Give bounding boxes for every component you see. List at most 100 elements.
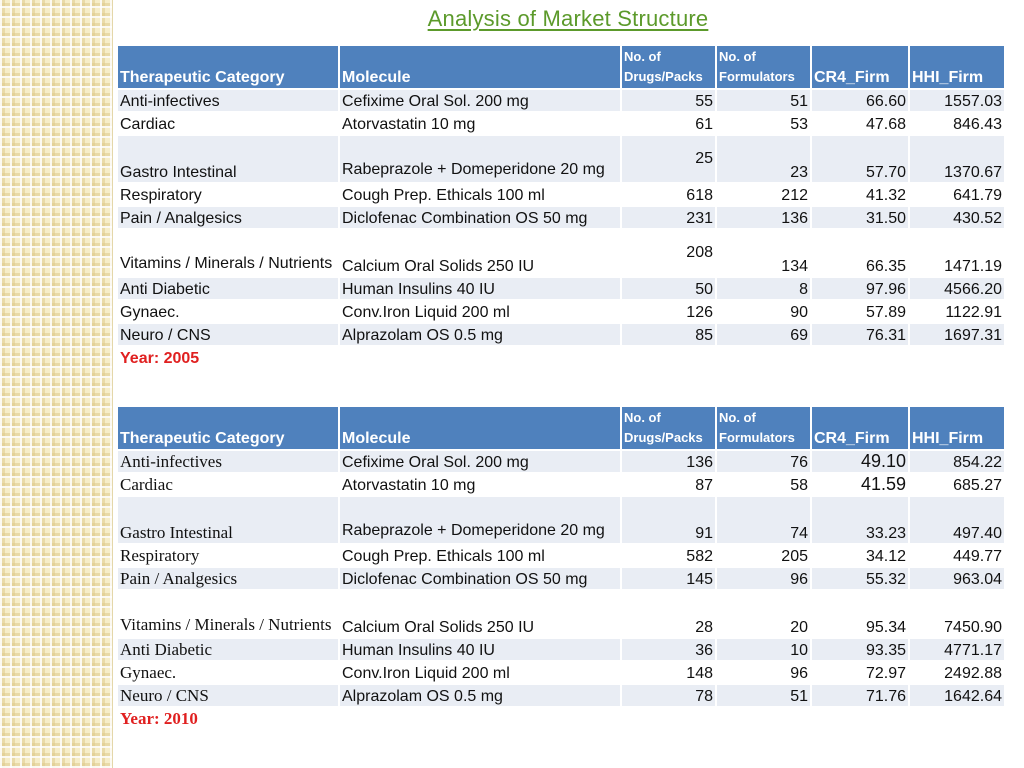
formulators-cell: 96 xyxy=(715,566,812,591)
drugs-cell: 28 xyxy=(620,589,717,639)
year-row: Year: 2010 xyxy=(116,706,1006,731)
category-cell: Pain / Analgesics xyxy=(116,566,340,591)
category-cell: Gastro Intestinal xyxy=(116,495,340,545)
hhi-cell: 1697.31 xyxy=(908,322,1006,347)
header-hhi-firm: HHI_Firm xyxy=(908,44,1006,90)
table-row: Gastro Intestinal Rabeprazole + Domeperi… xyxy=(116,134,1006,184)
category-cell: Neuro / CNS xyxy=(116,322,340,347)
hhi-cell: 4566.20 xyxy=(908,276,1006,301)
category-cell: Anti-infectives xyxy=(116,449,340,474)
year-label: Year: 2010 xyxy=(116,706,340,731)
drugs-cell: 136 xyxy=(620,449,717,474)
hhi-cell: 854.22 xyxy=(908,449,1006,474)
formulators-cell: 58 xyxy=(715,472,812,497)
page-title: Analysis of Market Structure xyxy=(427,6,709,31)
molecule-cell: Atorvastatin 10 mg xyxy=(338,472,622,497)
cr4-cell: 93.35 xyxy=(810,637,910,662)
decorative-side-pattern xyxy=(0,0,113,768)
header-formulators: No. of Formulators xyxy=(715,405,812,451)
formulators-cell: 134 xyxy=(715,228,812,278)
molecule-cell: Human Insulins 40 IU xyxy=(338,276,622,301)
formulators-cell: 76 xyxy=(715,449,812,474)
year-label: Year: 2005 xyxy=(116,345,340,370)
cr4-cell: 49.10 xyxy=(810,449,910,474)
formulators-cell: 8 xyxy=(715,276,812,301)
header-molecule: Molecule xyxy=(338,44,622,90)
header-drugs-packs: No. of Drugs/Packs xyxy=(620,44,717,90)
molecule-cell: Alprazolam OS 0.5 mg xyxy=(338,683,622,708)
cr4-cell: 97.96 xyxy=(810,276,910,301)
formulators-cell: 96 xyxy=(715,660,812,685)
drugs-cell: 85 xyxy=(620,322,717,347)
molecule-cell: Human Insulins 40 IU xyxy=(338,637,622,662)
molecule-cell: Diclofenac Combination OS 50 mg xyxy=(338,205,622,230)
header-cr4-firm: CR4_Firm xyxy=(810,44,910,90)
molecule-cell: Diclofenac Combination OS 50 mg xyxy=(338,566,622,591)
drugs-cell: 618 xyxy=(620,182,717,207)
cr4-cell: 55.32 xyxy=(810,566,910,591)
market-structure-table-2010: Therapeutic Category Molecule No. of Dru… xyxy=(116,405,1006,731)
hhi-cell: 963.04 xyxy=(908,566,1006,591)
category-cell: Vitamins / Minerals / Nutrients xyxy=(116,228,340,278)
hhi-cell: 4771.17 xyxy=(908,637,1006,662)
molecule-cell: Cough Prep. Ethicals 100 ml xyxy=(338,543,622,568)
category-cell: Anti Diabetic xyxy=(116,276,340,301)
cr4-cell: 41.59 xyxy=(810,472,910,497)
formulators-cell: 51 xyxy=(715,88,812,113)
category-cell: Cardiac xyxy=(116,111,340,136)
molecule-cell: Cough Prep. Ethicals 100 ml xyxy=(338,182,622,207)
table-row: Vitamins / Minerals / Nutrients Calcium … xyxy=(116,589,1006,639)
header-hhi-firm: HHI_Firm xyxy=(908,405,1006,451)
year-row: Year: 2005 xyxy=(116,345,1006,370)
drugs-cell: 126 xyxy=(620,299,717,324)
table-header-row: Therapeutic Category Molecule No. of Dru… xyxy=(116,44,1006,90)
hhi-cell: 1471.19 xyxy=(908,228,1006,278)
category-cell: Respiratory xyxy=(116,182,340,207)
table-row: Pain / Analgesics Diclofenac Combination… xyxy=(116,205,1006,230)
market-structure-table-2005: Therapeutic Category Molecule No. of Dru… xyxy=(116,44,1006,370)
cr4-cell: 33.23 xyxy=(810,495,910,545)
cr4-cell: 57.89 xyxy=(810,299,910,324)
table-row: Gastro Intestinal Rabeprazole + Domeperi… xyxy=(116,495,1006,545)
drugs-cell: 87 xyxy=(620,472,717,497)
hhi-cell: 449.77 xyxy=(908,543,1006,568)
drugs-cell: 50 xyxy=(620,276,717,301)
molecule-cell: Conv.Iron Liquid 200 ml xyxy=(338,299,622,324)
drugs-cell: 231 xyxy=(620,205,717,230)
cr4-cell: 66.35 xyxy=(810,228,910,278)
category-cell: Gastro Intestinal xyxy=(116,134,340,184)
hhi-cell: 2492.88 xyxy=(908,660,1006,685)
drugs-cell: 55 xyxy=(620,88,717,113)
table-row: Gynaec. Conv.Iron Liquid 200 ml 126 90 5… xyxy=(116,299,1006,324)
molecule-cell: Cefixime Oral Sol. 200 mg xyxy=(338,449,622,474)
category-cell: Anti Diabetic xyxy=(116,637,340,662)
cr4-cell: 34.12 xyxy=(810,543,910,568)
molecule-cell: Atorvastatin 10 mg xyxy=(338,111,622,136)
header-formulators: No. of Formulators xyxy=(715,44,812,90)
drugs-cell: 208 xyxy=(620,228,717,278)
hhi-cell: 1557.03 xyxy=(908,88,1006,113)
table-row: Respiratory Cough Prep. Ethicals 100 ml … xyxy=(116,543,1006,568)
molecule-cell: Rabeprazole + Domeperidone 20 mg xyxy=(338,495,622,545)
formulators-cell: 10 xyxy=(715,637,812,662)
header-therapeutic-category: Therapeutic Category xyxy=(116,44,340,90)
category-cell: Gynaec. xyxy=(116,299,340,324)
table-header-row: Therapeutic Category Molecule No. of Dru… xyxy=(116,405,1006,451)
hhi-cell: 641.79 xyxy=(908,182,1006,207)
formulators-cell: 90 xyxy=(715,299,812,324)
formulators-cell: 53 xyxy=(715,111,812,136)
cr4-cell: 66.60 xyxy=(810,88,910,113)
header-molecule: Molecule xyxy=(338,405,622,451)
hhi-cell: 1642.64 xyxy=(908,683,1006,708)
table-row: Anti-infectives Cefixime Oral Sol. 200 m… xyxy=(116,449,1006,474)
molecule-cell: Alprazolam OS 0.5 mg xyxy=(338,322,622,347)
molecule-cell: Rabeprazole + Domeperidone 20 mg xyxy=(338,134,622,184)
table-row: Respiratory Cough Prep. Ethicals 100 ml … xyxy=(116,182,1006,207)
category-cell: Vitamins / Minerals / Nutrients xyxy=(116,589,340,639)
hhi-cell: 1370.67 xyxy=(908,134,1006,184)
molecule-cell: Cefixime Oral Sol. 200 mg xyxy=(338,88,622,113)
category-cell: Neuro / CNS xyxy=(116,683,340,708)
formulators-cell: 212 xyxy=(715,182,812,207)
category-cell: Anti-infectives xyxy=(116,88,340,113)
formulators-cell: 23 xyxy=(715,134,812,184)
